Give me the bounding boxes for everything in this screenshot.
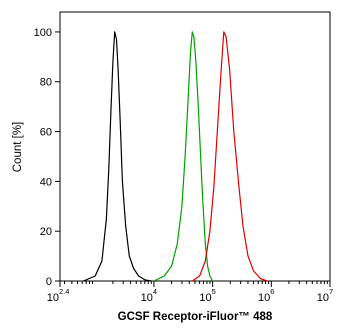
x-tick-label: 107 — [317, 287, 333, 304]
x-tick-exponent: 2.4 — [59, 287, 69, 296]
histogram-series-3 — [191, 31, 268, 282]
x-tick-label: 104 — [141, 287, 157, 304]
x-tick-base: 10 — [141, 292, 153, 304]
y-axis-title: Count [%] — [12, 122, 24, 173]
x-tick-exponent: 5 — [212, 287, 216, 296]
x-axis-title: GCSF Receptor-iFluor™ 488 — [118, 311, 273, 323]
y-tick-label: 80 — [40, 77, 52, 89]
x-tick-label: 102.4 — [47, 287, 70, 304]
y-tick-label: 40 — [40, 176, 52, 188]
x-tick-exponent: 7 — [329, 287, 333, 296]
y-tick-label: 60 — [40, 127, 52, 139]
y-tick-label: 100 — [34, 27, 52, 39]
y-tick-label: 0 — [46, 276, 52, 288]
x-tick-label: 106 — [258, 287, 274, 304]
series-group — [82, 31, 268, 282]
x-tick-base: 10 — [199, 292, 211, 304]
x-tick-exponent: 4 — [153, 287, 157, 296]
x-tick-base: 10 — [258, 292, 270, 304]
x-tick-label: 105 — [199, 287, 215, 304]
x-tick-base: 10 — [317, 292, 329, 304]
y-tick-label: 20 — [40, 226, 52, 238]
histogram-series-1 — [82, 31, 152, 282]
x-tick-exponent: 6 — [270, 287, 274, 296]
histogram-series-2 — [153, 31, 214, 282]
x-tick-base: 10 — [47, 292, 59, 304]
